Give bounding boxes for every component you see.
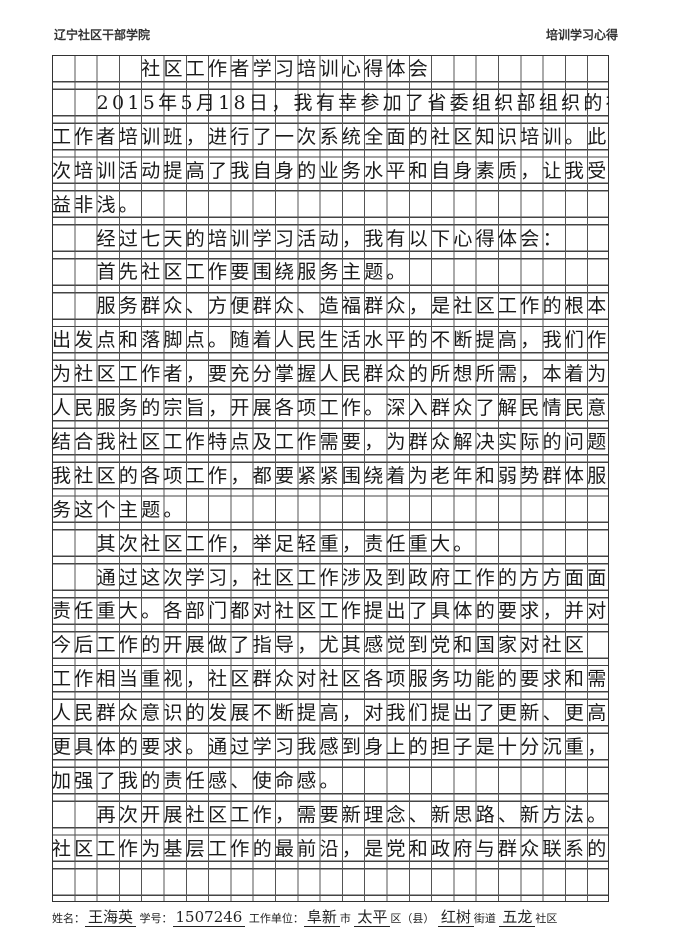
district-label: 区（县） [390,912,435,925]
text-line: 服务群众、方便群众、造福群众，是社区工作的根本 [52,295,609,318]
name-value: 王海英 [85,908,137,927]
text-line: 再次开展社区工作，需要新理念、新思路、新方法。 [52,803,609,826]
district-value: 太平 [354,908,391,927]
city-label: 市 [339,912,351,925]
text-line: 益非浅。 [52,193,142,216]
text-line: 为社区工作者，要充分掌握人民群众的所想所需，本着为 [52,363,609,386]
text-line: 出发点和落脚点。随着人民生活水平的不断提高，我们作 [52,329,609,352]
text-line: 通过这次学习，社区工作涉及到政府工作的方方面面 [52,566,609,589]
footer-info: 姓名： 王海英 学号： 1507246 工作单位： 阜新市 太平 区（县） 红树 街道 五… [52,906,557,927]
text-line: 工作相当重视，社区群众对社区各项服务功能的要求和需 [52,668,609,691]
text-line: 社区工作为基层工作的最前沿，是党和政府与群众联系的桥 [52,837,609,860]
text-line: 首先社区工作要围绕服务主题。 [52,261,409,284]
header-doc-type: 培训学习心得 [545,28,618,42]
id-label: 学号： [139,912,173,925]
city-value: 阜新 [303,908,340,927]
text-line: 结合我社区工作特点及工作需要，为群众解决实际的问题。 [52,430,609,453]
text-line: 加强了我的责任感、使命感。 [52,769,342,792]
community-value: 五龙 [499,908,536,927]
text-line: 经过七天的培训学习活动，我有以下心得体会： [52,227,565,250]
document-title: 社区工作者学习培训心得体会 [52,58,432,80]
text-line: 务这个主题。 [52,498,186,521]
name-label: 姓名： [52,912,85,925]
text-line: 人民服务的宗旨，开展各项工作。深入群众了解民情民意 [52,397,609,419]
writing-grid [52,55,609,902]
text-line: 2015年5月18日，我有幸参加了省委组织部组织的社区 [52,91,609,114]
unit-label: 工作单位： [248,912,304,925]
text-line: 其次社区工作，举足轻重，责任重大。 [52,532,476,555]
header-institution: 辽宁社区干部学院 [54,28,151,42]
community-label: 社区 [535,912,558,925]
text-line: 我社区的各项工作，都要紧紧围绕着为老年和弱势群体服 [52,464,609,487]
text-line: 今后工作的开展做了指导，尤其感觉到党和国家对社区 [52,634,588,657]
text-line: 更具体的要求。通过学习我感到身上的担子是十分沉重， [52,736,609,758]
text-line: 人民群众意识的发展不断提高，对我们提出了更新、更高 [52,702,609,725]
text-line: 次培训活动提高了我自身的业务水平和自身素质，让我受 [52,159,609,182]
text-line: 责任重大。各部门都对社区工作提出了具体的要求，并对 [52,600,609,623]
id-value: 1507246 [172,908,246,927]
street-value: 红树 [437,908,474,927]
street-label: 街道 [473,912,496,925]
text-line: 工作者培训班，进行了一次系统全面的社区知识培训。此 [52,125,609,148]
